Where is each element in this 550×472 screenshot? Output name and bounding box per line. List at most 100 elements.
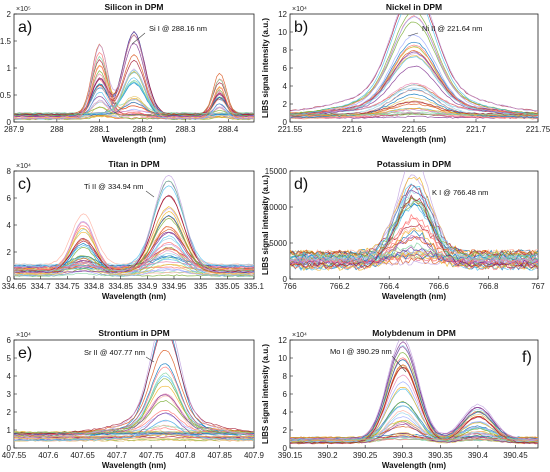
series-group xyxy=(14,30,254,121)
y-tick-label: 8 xyxy=(283,46,288,55)
series-line xyxy=(14,433,254,436)
peak-annotation: Ti II @ 334.94 nm xyxy=(84,182,143,191)
series-line xyxy=(14,106,254,117)
x-tick-label: 767 xyxy=(531,282,545,291)
chart-title: Strontium in DPM xyxy=(98,328,169,338)
x-tick-label: 221.75 xyxy=(526,125,550,134)
series-line xyxy=(14,69,254,117)
x-tick-label: 334.75 xyxy=(55,282,80,291)
x-tick-label: 288.2 xyxy=(133,125,154,134)
y-tick-label: 2 xyxy=(7,10,12,19)
series-line xyxy=(290,34,538,118)
series-line xyxy=(290,176,538,257)
y-tick-label: 5000 xyxy=(269,239,287,248)
y-tick-label: 1.5 xyxy=(0,37,12,46)
series-line xyxy=(14,180,254,274)
y-tick-label: 0 xyxy=(7,118,12,127)
x-tick-label: 407.85 xyxy=(207,451,232,460)
x-tick-label: 390.25 xyxy=(353,451,378,460)
axis-multiplier: ×10⁴ xyxy=(292,332,307,339)
x-tick-label: 766.6 xyxy=(429,282,450,291)
x-tick-label: 407.8 xyxy=(175,451,196,460)
series-line xyxy=(290,100,538,119)
series-line xyxy=(290,426,538,439)
y-tick-label: 0 xyxy=(7,275,12,284)
series-line xyxy=(290,93,538,119)
y-tick-label: 0 xyxy=(283,275,288,284)
series-line xyxy=(14,340,254,438)
x-tick-label: 334.85 xyxy=(108,282,133,291)
chart-panel-6: Molybdenum in DPM 390.15 390.2 390.25 390.3 3… xyxy=(261,328,539,470)
series-line xyxy=(290,419,538,439)
y-tick-label: 2 xyxy=(7,408,12,417)
y-tick-label: 0 xyxy=(7,444,12,453)
x-axis-label: Wavelength (nm) xyxy=(382,135,446,144)
chart-title: Potassium in DPM xyxy=(377,159,451,169)
annotation-arrow xyxy=(407,32,419,37)
panel-letter: f) xyxy=(522,349,532,366)
series-line xyxy=(290,340,538,440)
series-line xyxy=(290,227,538,271)
axis-multiplier: ×10⁵ xyxy=(16,6,31,13)
x-tick-label: 288.3 xyxy=(175,125,196,134)
annotation-arrow xyxy=(131,32,146,45)
series-line xyxy=(290,242,538,262)
series-line xyxy=(290,51,538,115)
x-tick-label: 221.65 xyxy=(402,125,427,134)
x-tick-label: 335.1 xyxy=(244,282,265,291)
y-tick-label: 6 xyxy=(7,336,12,345)
series-line xyxy=(290,183,538,260)
x-tick-label: 390.3 xyxy=(393,451,414,460)
x-tick-label: 407.55 xyxy=(2,451,27,460)
x-tick-label: 390.15 xyxy=(278,451,303,460)
y-tick-label: 4 xyxy=(7,372,12,381)
y-tick-label: 12 xyxy=(278,336,287,345)
series-line xyxy=(290,65,538,116)
x-tick-label: 335 xyxy=(194,282,208,291)
x-tick-label: 407.9 xyxy=(244,451,265,460)
series-line xyxy=(290,423,538,445)
y-tick-label: 1 xyxy=(7,426,12,435)
chart-title: Silicon in DPM xyxy=(104,2,163,12)
series-group xyxy=(290,14,538,120)
axis-multiplier: ×10⁴ xyxy=(16,332,31,339)
y-tick-label: 1 xyxy=(7,64,12,73)
series-line xyxy=(14,34,254,120)
panel-letter: e) xyxy=(18,345,32,362)
x-tick-label: 334.9 xyxy=(137,282,158,291)
x-tick-label: 390.35 xyxy=(428,451,453,460)
chart-title: Molybdenum in DPM xyxy=(372,328,456,338)
x-axis-label: Wavelength (nm) xyxy=(102,461,166,470)
series-line xyxy=(14,419,254,442)
peak-annotation: Sr II @ 407.77 nm xyxy=(84,348,145,357)
x-tick-label: 766.4 xyxy=(379,282,400,291)
y-tick-label: 2 xyxy=(283,426,288,435)
series-line xyxy=(14,263,254,276)
x-tick-label: 335.05 xyxy=(215,282,240,291)
series-line xyxy=(290,112,538,119)
x-tick-label: 221.7 xyxy=(466,125,487,134)
x-tick-label: 288.1 xyxy=(90,125,111,134)
y-tick-label: 6 xyxy=(7,194,12,203)
y-tick-label: 10 xyxy=(278,28,287,37)
series-line xyxy=(290,171,538,264)
x-tick-label: 334.95 xyxy=(162,282,187,291)
x-tick-label: 221.55 xyxy=(278,125,303,134)
x-tick-label: 288 xyxy=(50,125,64,134)
y-tick-label: 6 xyxy=(283,390,288,399)
x-tick-label: 288.4 xyxy=(218,125,239,134)
x-tick-label: 766.2 xyxy=(330,282,351,291)
plot-area xyxy=(13,170,255,280)
series-line xyxy=(14,185,254,268)
series-line xyxy=(14,253,254,266)
panel-letter: a) xyxy=(18,19,32,36)
chart-panel-3: Titan in DPM 334.65 334.7 334.75 334.8 334.85… xyxy=(2,159,265,301)
x-tick-label: 407.7 xyxy=(107,451,128,460)
series-line xyxy=(14,213,254,266)
series-line xyxy=(14,437,254,440)
peak-annotation: Mo I @ 390.29 nm xyxy=(330,347,392,356)
x-axis-label: Wavelength (nm) xyxy=(102,292,166,301)
series-line xyxy=(290,112,538,116)
x-axis-label: Wavelength (nm) xyxy=(382,292,446,301)
